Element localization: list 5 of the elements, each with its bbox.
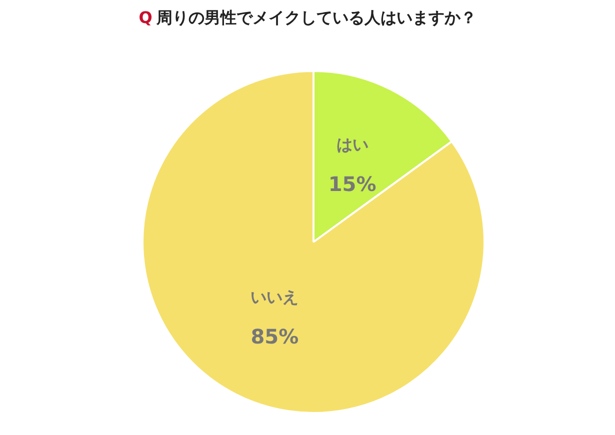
data-label: 15% — [328, 172, 376, 196]
slice-label: いいえ — [250, 287, 299, 306]
data-label: 85% — [250, 324, 299, 348]
slice-label: はい — [336, 134, 368, 154]
chart-title: Q 周りの男性でメイクしている人はいますか？ — [138, 8, 478, 29]
